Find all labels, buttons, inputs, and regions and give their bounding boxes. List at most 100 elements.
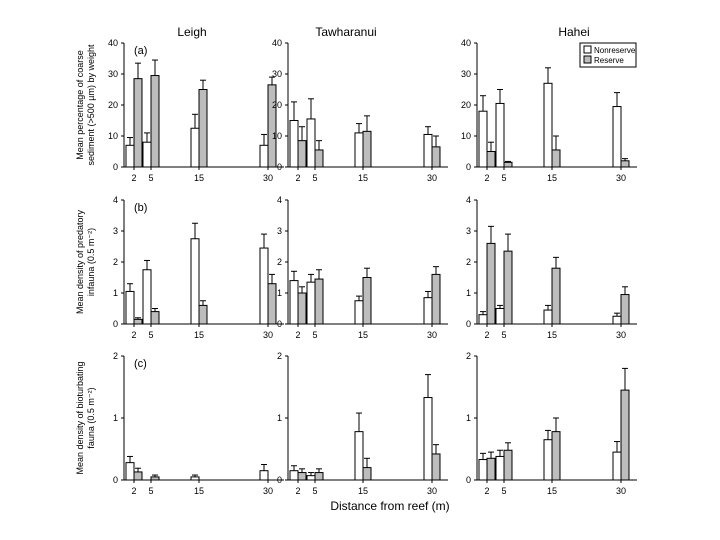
reserve-bar <box>133 78 143 168</box>
nonreserve-bar <box>478 110 488 168</box>
y-tick-label: 0 <box>113 319 118 329</box>
y-tick-label: 0 <box>277 162 282 172</box>
x-tick-label: 2 <box>131 173 136 183</box>
x-tick-label: 15 <box>547 173 557 183</box>
x-tick-label: 2 <box>295 486 300 496</box>
x-tick-label: 2 <box>484 330 489 340</box>
y-tick-label: 10 <box>272 131 282 141</box>
nonreserve-bar <box>543 309 553 325</box>
x-tick-label: 15 <box>358 173 368 183</box>
site-title: Leigh <box>177 25 206 39</box>
y-tick-label: 10 <box>108 131 118 141</box>
x-tick-label: 15 <box>194 486 204 496</box>
nonreserve-bar <box>543 439 553 481</box>
y-tick-label: 1 <box>466 288 471 298</box>
x-tick-label: 2 <box>295 330 300 340</box>
nonreserve-bar <box>495 102 505 168</box>
x-tick-label: 30 <box>616 173 626 183</box>
y-tick-label: 20 <box>272 100 282 110</box>
reserve-bar <box>150 75 160 168</box>
x-tick-label: 2 <box>484 486 489 496</box>
nonreserve-bar <box>478 459 488 481</box>
nonreserve-bar <box>306 118 316 168</box>
nonreserve-bar <box>354 300 364 325</box>
x-axis-title: Distance from reef (m) <box>330 499 449 513</box>
x-tick-label: 5 <box>148 173 153 183</box>
x-tick-label: 5 <box>312 486 317 496</box>
y-tick-label: 40 <box>108 38 118 48</box>
reserve-bar <box>267 84 277 168</box>
reserve-bar <box>267 283 277 325</box>
reserve-bar <box>314 472 324 481</box>
x-tick-label: 5 <box>501 486 506 496</box>
nonreserve-bar <box>423 397 433 481</box>
nonreserve-bar <box>306 475 316 481</box>
reserve-bar <box>620 294 630 325</box>
y-tick-label: 4 <box>277 195 282 205</box>
nonreserve-bar <box>354 431 364 481</box>
x-tick-label: 30 <box>427 486 437 496</box>
reserve-bar <box>198 304 208 325</box>
y-tick-label: 0 <box>466 162 471 172</box>
reserve-bar <box>362 277 372 325</box>
reserve-bar <box>150 311 160 325</box>
nonreserve-bar <box>289 470 299 481</box>
reserve-bar <box>297 292 307 325</box>
reserve-bar <box>431 453 441 481</box>
reserve-bar <box>503 250 513 325</box>
y-tick-label: 2 <box>277 257 282 267</box>
x-tick-label: 5 <box>501 330 506 340</box>
y-tick-label: 0 <box>113 162 118 172</box>
nonreserve-bar <box>142 269 152 325</box>
x-tick-label: 2 <box>484 173 489 183</box>
nonreserve-bar <box>190 127 200 168</box>
nonreserve-bar <box>142 141 152 168</box>
y-tick-label: 0 <box>466 475 471 485</box>
reserve-bar <box>486 151 496 168</box>
y-tick-label: 1 <box>277 413 282 423</box>
reserve-bar <box>297 472 307 481</box>
nonreserve-bar <box>495 308 505 325</box>
nonreserve-bar <box>612 106 622 168</box>
x-tick-label: 15 <box>547 486 557 496</box>
nonreserve-bar <box>543 82 553 168</box>
reserve-bar <box>133 318 143 325</box>
y-tick-label: 20 <box>461 100 471 110</box>
y-tick-label: 2 <box>277 351 282 361</box>
x-tick-label: 2 <box>295 173 300 183</box>
nonreserve-bar <box>423 133 433 168</box>
nonreserve-bar <box>423 297 433 325</box>
y-tick-label: 2 <box>466 257 471 267</box>
x-tick-label: 30 <box>427 173 437 183</box>
legend-swatch <box>583 55 592 64</box>
y-tick-label: 40 <box>461 38 471 48</box>
nonreserve-bar <box>259 144 269 168</box>
nonreserve-bar <box>125 290 135 325</box>
y-tick-label: 1 <box>277 288 282 298</box>
y-axis-title-line2: sediment (>500 µm) by weight <box>86 44 96 165</box>
x-tick-label: 2 <box>131 486 136 496</box>
reserve-bar <box>198 89 208 168</box>
reserve-bar <box>620 389 630 481</box>
y-tick-label: 20 <box>108 100 118 110</box>
y-axis-title-line1: Mean percentage of coarse <box>75 50 85 160</box>
y-tick-label: 30 <box>108 69 118 79</box>
nonreserve-bar <box>306 281 316 325</box>
x-tick-label: 15 <box>358 486 368 496</box>
reserve-bar <box>362 130 372 168</box>
y-tick-label: 1 <box>466 413 471 423</box>
x-tick-label: 30 <box>427 330 437 340</box>
x-tick-label: 5 <box>312 173 317 183</box>
reserve-bar <box>503 449 513 481</box>
y-axis-title-line2: infauna (0.5 m⁻²) <box>86 228 96 296</box>
y-tick-label: 3 <box>466 226 471 236</box>
panel-label: (c) <box>134 358 147 370</box>
nonreserve-bar <box>612 451 622 481</box>
y-tick-label: 2 <box>113 257 118 267</box>
y-axis-title-line1: Mean density of bioturbating <box>75 361 85 474</box>
x-tick-label: 2 <box>131 330 136 340</box>
reserve-bar <box>620 160 630 168</box>
y-axis-title-line2: fauna (0.5 m⁻²) <box>86 387 96 448</box>
